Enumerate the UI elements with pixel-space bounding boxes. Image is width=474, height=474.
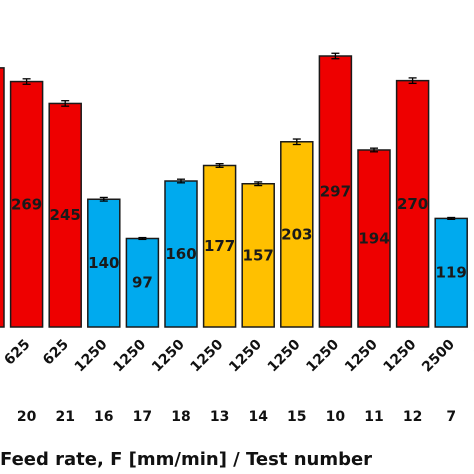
value-label-11: 194 <box>358 229 389 247</box>
test-number-tick: 13 <box>210 409 229 425</box>
error-bar-15 <box>292 138 301 146</box>
test-number-ticks: 20 21 16 17 18 13 14 15 10 11 12 7 <box>17 409 456 425</box>
value-label-18: 160 <box>165 245 196 263</box>
error-bar-10 <box>331 52 340 60</box>
bar-test-14 <box>241 182 275 328</box>
test-number-tick: 20 <box>17 409 37 425</box>
feed-rate-tick: 1250 <box>381 336 420 375</box>
feed-rate-tick: 1250 <box>226 336 265 375</box>
error-bar-14 <box>254 181 263 187</box>
bars-layer <box>0 55 468 328</box>
bar-test-21 <box>48 102 82 328</box>
feed-rate-tick: 1250 <box>149 336 188 375</box>
feed-rate-tick: 25 <box>472 337 474 362</box>
error-bar-21 <box>61 100 70 107</box>
test-number-tick: 21 <box>55 409 74 425</box>
feed-rate-tick: 625 <box>40 337 72 369</box>
bar-test-11 <box>357 149 391 328</box>
test-number-tick: 7 <box>446 409 456 425</box>
bar-test-10 <box>318 55 353 328</box>
bar-test-13 <box>202 164 237 328</box>
test-number-tick: 15 <box>287 409 306 425</box>
value-label-15: 203 <box>281 225 312 243</box>
test-number-tick: 18 <box>171 409 190 425</box>
test-number-tick: 12 <box>403 409 422 425</box>
error-bar-7 <box>447 216 456 220</box>
error-bar-13 <box>215 163 224 168</box>
error-bar-16 <box>99 196 108 202</box>
error-bar-12 <box>408 77 417 85</box>
test-number-tick: 17 <box>133 409 152 425</box>
bar-test-7 <box>434 217 468 328</box>
value-label-17: 97 <box>132 274 153 292</box>
bar-test-17 <box>125 237 160 328</box>
feed-rate-tick: 625 <box>1 337 33 369</box>
bar-test-20 <box>9 80 44 328</box>
test-number-tick: 10 <box>326 409 346 425</box>
test-number-tick: 16 <box>94 409 113 425</box>
value-label-10: 297 <box>320 183 351 201</box>
value-label-13: 177 <box>204 237 235 255</box>
feed-rate-tick: 1250 <box>303 336 342 375</box>
error-bar-11 <box>370 147 378 153</box>
value-label-12: 270 <box>397 195 428 213</box>
value-label-14: 157 <box>243 246 274 264</box>
bar-test-idx0 <box>0 67 5 328</box>
feed-rate-ticks: 625 625 1250 1250 1250 1250 1250 1250 1250 1250 12… <box>1 336 474 375</box>
feed-rate-tick: 1250 <box>72 336 111 375</box>
feed-rate-tick: 1250 <box>188 336 227 375</box>
feed-rate-tick: 1250 <box>110 336 149 375</box>
value-label-16: 140 <box>88 254 119 272</box>
error-bar-18 <box>177 178 185 184</box>
value-label-20: 269 <box>11 195 42 213</box>
x-axis-title: Feed rate, F [mm/min] / Test number <box>0 449 372 470</box>
value-label-7: 119 <box>436 264 467 282</box>
bar-test-12 <box>395 79 430 328</box>
feed-rate-tick: 2500 <box>419 336 458 375</box>
value-label-21: 245 <box>50 206 81 224</box>
bar-test-15 <box>280 141 314 328</box>
error-bar-20 <box>22 78 31 85</box>
feed-rate-tick: 1250 <box>265 336 304 375</box>
test-number-tick: 11 <box>364 409 383 425</box>
value-labels-layer: 126924514097160177157203297194270119 <box>11 183 467 292</box>
error-bars-layer <box>22 52 456 241</box>
error-bar-17 <box>138 236 147 241</box>
feed-rate-tick: 1250 <box>342 336 381 375</box>
test-number-tick: 14 <box>248 409 268 425</box>
bar-test-18 <box>164 180 198 328</box>
